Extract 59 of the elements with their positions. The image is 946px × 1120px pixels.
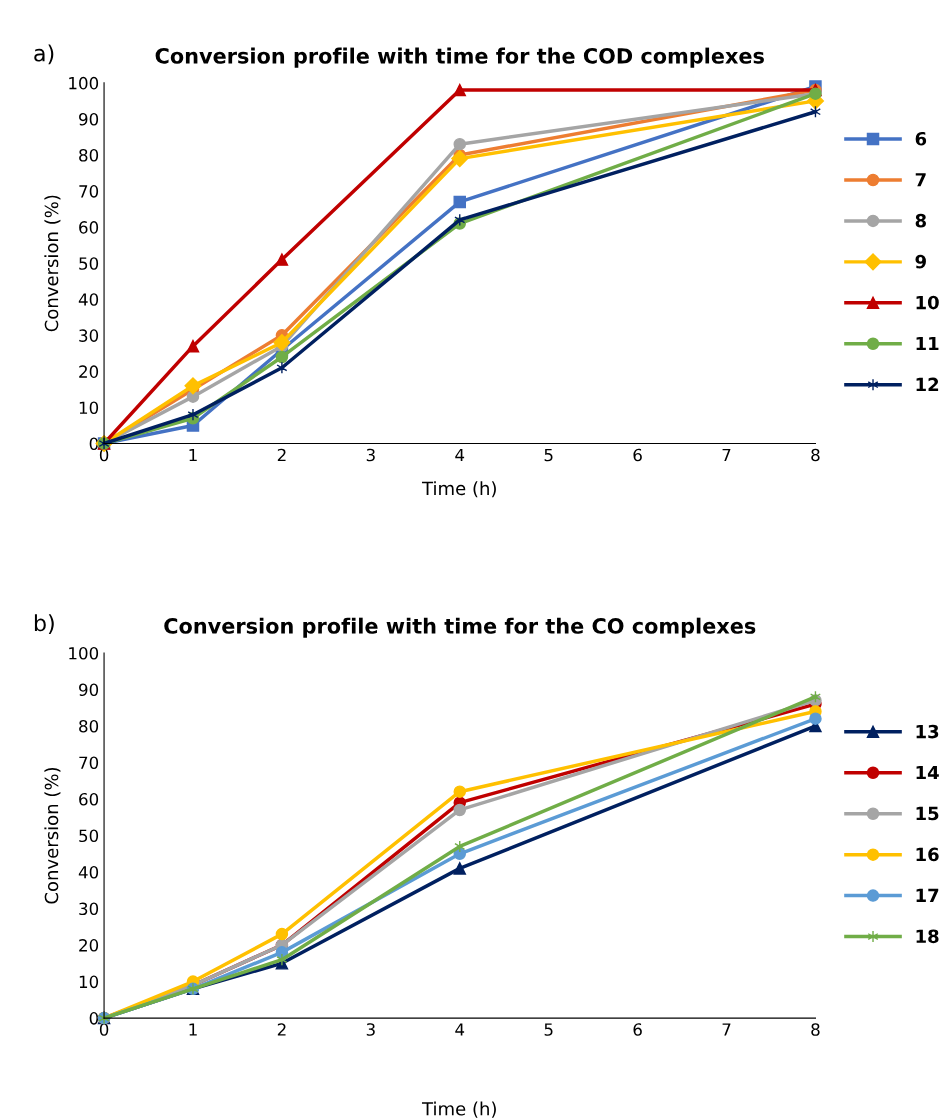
y-tick-label: 10: [79, 975, 99, 989]
x-tick-label: 3: [366, 1023, 375, 1036]
x-tick-label: 2: [277, 1023, 286, 1036]
x-tick-label: 1: [189, 1023, 197, 1036]
legend-label: 17: [916, 888, 939, 902]
chart-title: Conversion profile with time for the CO complexes: [164, 617, 756, 638]
y-tick-label: 30: [79, 902, 99, 916]
x-tick-label: 6: [633, 448, 642, 462]
x-axis-title: Time (h): [421, 1101, 496, 1118]
legend-label: 9: [915, 254, 926, 269]
y-tick-label: 60: [79, 221, 99, 234]
y-tick-label: 90: [79, 112, 99, 126]
legend-label: 12: [916, 377, 939, 392]
x-tick-label: 2: [277, 448, 286, 462]
text: a): [34, 44, 54, 65]
x-axis-title: Time (h): [421, 481, 496, 498]
y-tick-label: 60: [79, 792, 99, 806]
y-tick-label: 90: [79, 683, 99, 697]
y-tick-label: 80: [79, 148, 99, 162]
y-tick-label: 40: [78, 293, 99, 306]
y-tick-label: 50: [79, 257, 99, 270]
legend-label: 18: [916, 929, 939, 944]
y-axis-title: Conversion (%): [44, 767, 61, 904]
y-tick-label: 70: [79, 756, 99, 770]
chart-title: Conversion profile with time for the COD complexes: [155, 47, 764, 68]
x-tick-label: 4: [455, 448, 465, 462]
legend-label: 13: [916, 724, 939, 739]
y-tick-label: 0: [89, 1012, 99, 1025]
legend-label: 14: [916, 765, 939, 780]
x-tick-label: 1: [189, 448, 197, 462]
x-tick-label: 4: [455, 1023, 465, 1036]
y-tick-label: 20: [79, 365, 99, 378]
y-tick-label: 80: [79, 719, 99, 733]
text: b): [34, 614, 54, 634]
legend-label: 8: [915, 213, 926, 228]
x-tick-label: 5: [544, 448, 553, 462]
legend-label: 6: [915, 131, 927, 146]
x-tick-label: 5: [544, 1023, 553, 1036]
y-axis-title: Conversion (%): [44, 195, 61, 332]
y-tick-label: 30: [79, 329, 99, 342]
y-tick-label: 40: [78, 865, 99, 879]
x-tick-label: 8: [811, 1023, 820, 1036]
y-tick-label: 100: [69, 646, 99, 660]
legend-label: 7: [915, 173, 926, 187]
x-tick-label: 0: [99, 1023, 109, 1036]
legend-label: 15: [916, 806, 939, 821]
legend-label: 16: [916, 847, 939, 862]
y-tick-label: 100: [69, 76, 99, 90]
x-tick-label: 6: [633, 1023, 642, 1036]
x-tick-label: 7: [722, 1023, 731, 1036]
x-tick-label: 3: [366, 448, 375, 462]
legend-label: 10: [916, 295, 939, 310]
y-tick-label: 50: [79, 829, 99, 843]
x-tick-label: 7: [722, 448, 731, 462]
y-tick-label: 20: [79, 939, 99, 952]
y-tick-label: 10: [79, 401, 99, 415]
y-tick-label: 70: [79, 185, 99, 198]
legend-label: 11: [916, 336, 939, 351]
x-tick-label: 8: [811, 448, 820, 462]
